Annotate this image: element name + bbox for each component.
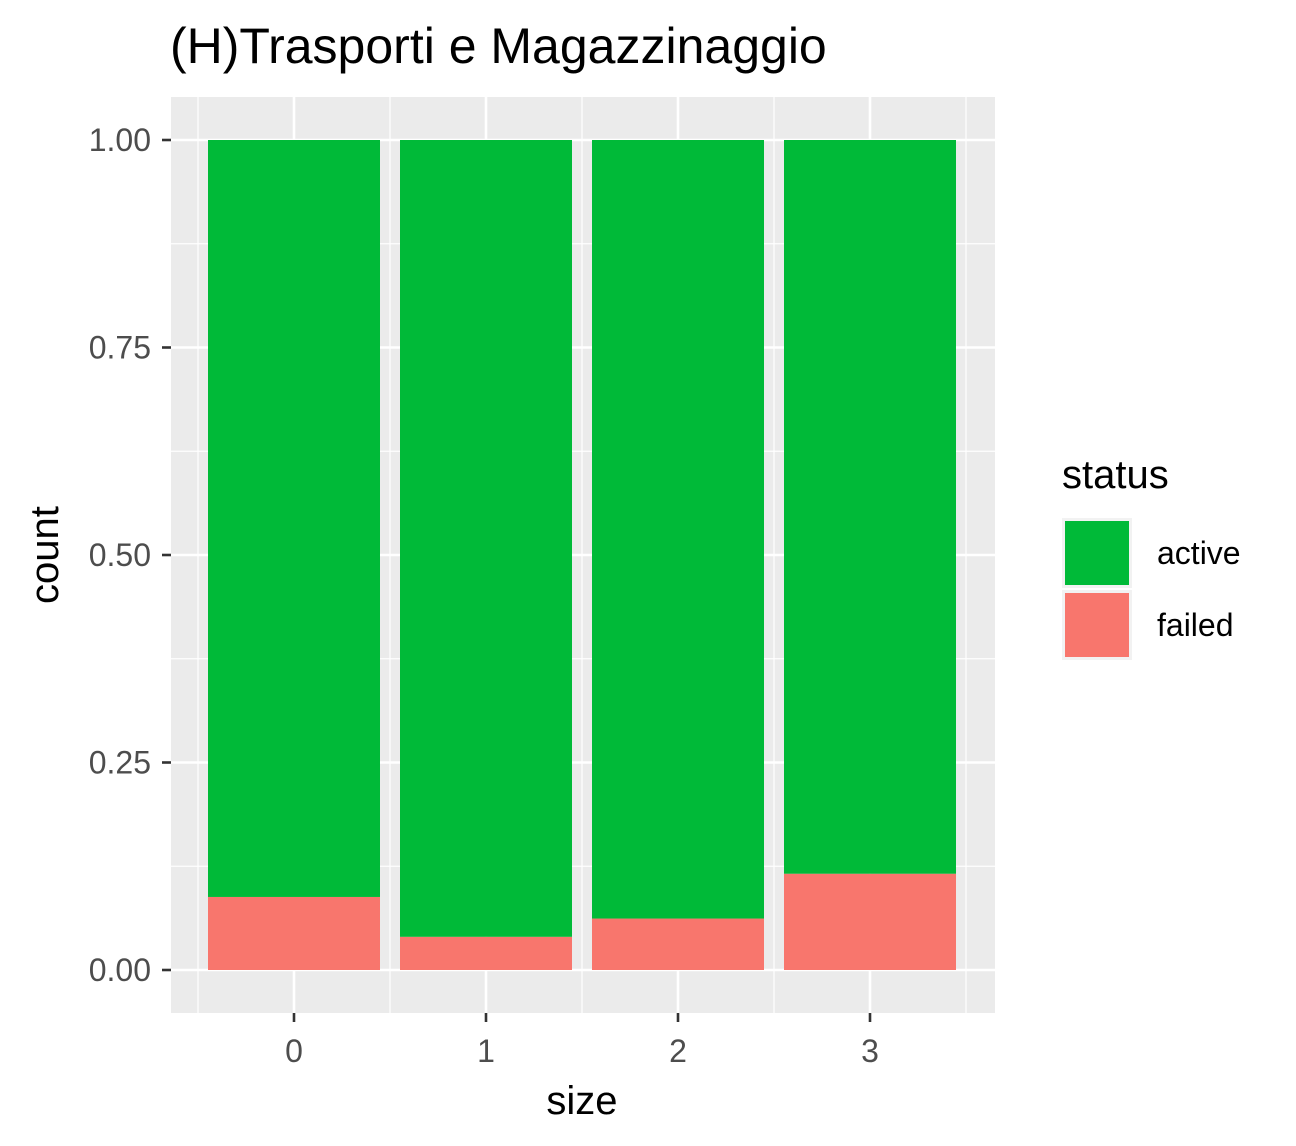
y-axis: 0.00 0.25 0.50 0.75 1.00 <box>89 122 171 988</box>
y-tick-label: 0.75 <box>89 330 151 366</box>
bar-failed-2 <box>592 918 764 970</box>
y-tick-label: 0.25 <box>89 745 151 781</box>
bar-active-3 <box>784 140 956 874</box>
x-tick-label: 3 <box>861 1033 879 1069</box>
legend-label-failed: failed <box>1157 607 1234 643</box>
legend-swatch-active <box>1065 521 1129 585</box>
y-axis-title: count <box>23 506 67 604</box>
x-tick-label: 1 <box>477 1033 495 1069</box>
y-tick-label: 0.50 <box>89 537 151 573</box>
bar-failed-3 <box>784 873 956 970</box>
legend: status active failed <box>1062 453 1241 660</box>
x-tick-label: 0 <box>285 1033 303 1069</box>
y-tick-label: 0.00 <box>89 952 151 988</box>
bar-active-0 <box>208 140 380 897</box>
chart-title: (H)Trasporti e Magazzinaggio <box>170 18 827 74</box>
legend-swatch-failed <box>1065 593 1129 657</box>
x-tick-label: 2 <box>669 1033 687 1069</box>
bar-failed-1 <box>400 936 572 970</box>
y-tick-label: 1.00 <box>89 122 151 158</box>
bars-layer <box>208 140 956 970</box>
bar-failed-0 <box>208 896 380 970</box>
x-axis-title: size <box>546 1079 617 1123</box>
legend-title: status <box>1062 453 1169 497</box>
x-axis: 0 1 2 3 <box>285 1013 879 1069</box>
legend-items: active failed <box>1062 518 1241 660</box>
legend-label-active: active <box>1157 535 1241 571</box>
bar-active-2 <box>592 140 764 919</box>
bar-active-1 <box>400 140 572 937</box>
